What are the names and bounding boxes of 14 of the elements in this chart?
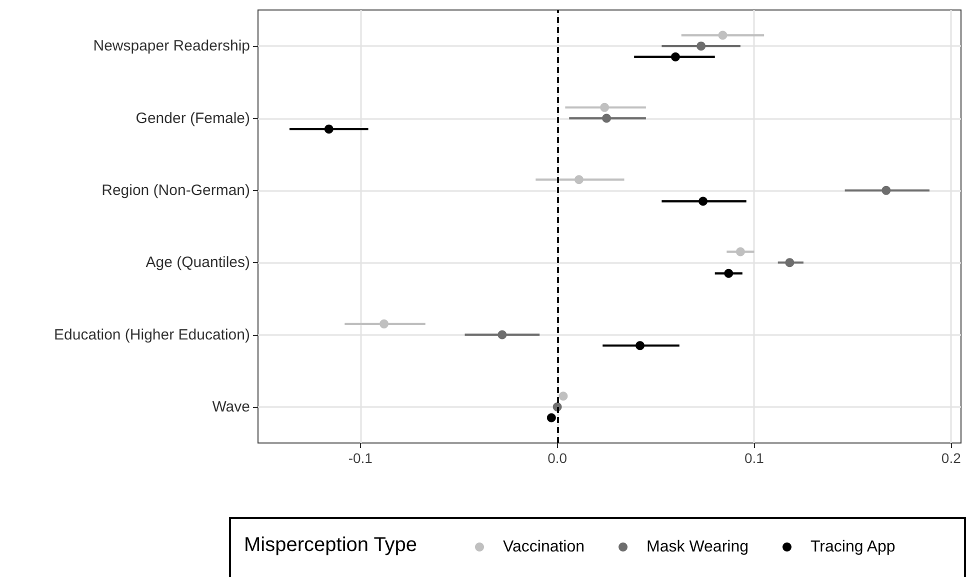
legend-title: Misperception Type (244, 534, 418, 556)
legend-label: Vaccination (503, 538, 585, 556)
x-tick-label: -0.1 (348, 450, 373, 466)
y-tick-label: Region (Non-German) (102, 182, 250, 199)
y-tick-label: Education (Higher Education) (54, 326, 250, 344)
y-tick-label: Age (Quantiles) (146, 254, 250, 272)
legend-label: Mask Wearing (646, 538, 748, 556)
y-tick-label: Newspaper Readership (93, 38, 250, 55)
x-tick-label: 0.1 (744, 450, 764, 466)
y-tick-label: Gender (Female) (136, 110, 250, 127)
x-tick-label: 0.0 (548, 450, 568, 466)
legend-label: Tracing App (810, 538, 896, 556)
x-tick-label: 0.2 (941, 450, 962, 466)
y-tick-label: Wave (212, 398, 250, 416)
